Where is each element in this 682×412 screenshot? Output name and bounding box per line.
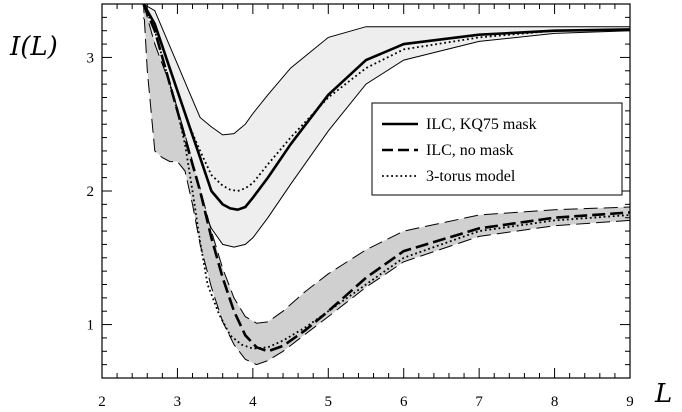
series-line-2: [142, 4, 630, 350]
x-tick-label: 6: [400, 394, 408, 410]
x-tick-label: 4: [249, 394, 257, 410]
band-0-upper-edge: [143, 4, 630, 136]
plot-frame: [101, 3, 631, 379]
axis-ticks: [101, 3, 631, 379]
band-1-lower-edge: [143, 4, 630, 366]
x-tick-label: 3: [174, 394, 182, 410]
band-0-fill: [143, 4, 630, 248]
x-tick-label: 8: [551, 394, 559, 410]
uncertainty-bands: [143, 4, 630, 366]
x-tick-label: 5: [325, 394, 333, 410]
y-axis-label: I(L): [9, 32, 58, 62]
tick-labels: 2 3 4 5 6 7 8 9 1 2 3: [87, 50, 634, 410]
x-axis-label: L: [654, 379, 672, 409]
legend-label-2: 3-torus model: [426, 168, 516, 185]
legend-label-0: ILC, KQ75 mask: [426, 116, 537, 133]
y-tick-label: 1: [87, 318, 95, 334]
series-line-0: [142, 4, 630, 211]
y-tick-label: 3: [87, 50, 95, 66]
series-lines: [142, 4, 630, 353]
legend: ILC, KQ75 mask ILC, no mask 3-torus mode…: [371, 102, 623, 196]
legend-label-1: ILC, no mask: [426, 142, 514, 159]
band-1-upper-edge: [143, 4, 630, 324]
x-tick-label: 9: [626, 394, 634, 410]
x-tick-label: 2: [98, 394, 106, 410]
y-tick-label: 2: [87, 184, 95, 200]
x-tick-label: 7: [475, 394, 483, 410]
legend-box: [371, 102, 623, 196]
series-line-1: [142, 4, 630, 353]
